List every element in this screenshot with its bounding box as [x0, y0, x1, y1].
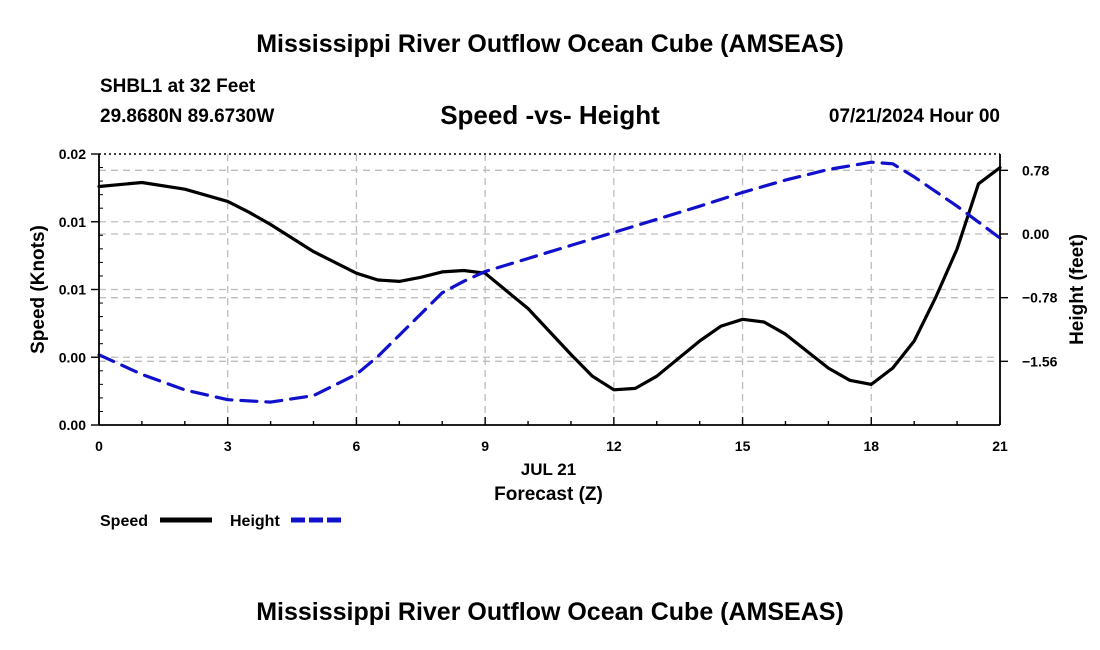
series-line-height — [97, 160, 1002, 404]
y2-tick-label: 0.78 — [1022, 162, 1049, 178]
axes-layer — [91, 153, 1008, 426]
y2-tick-label: −0.78 — [1022, 290, 1058, 306]
station-coordinates: 29.8680N 89.6730W — [100, 106, 275, 127]
x-axis-title: Forecast (Z) — [494, 484, 603, 505]
y2-tick-label: −1.56 — [1022, 353, 1058, 369]
y-tick-label: 0.01 — [59, 214, 86, 230]
legend-label-speed: Speed — [100, 513, 148, 530]
legend-label-height: Height — [230, 513, 280, 530]
y-tick-label: 0.00 — [59, 417, 86, 433]
x-tick-label: 9 — [481, 438, 489, 454]
y-tick-label: 0.00 — [59, 349, 86, 365]
x-tick-label: 18 — [863, 438, 879, 454]
x-tick-label: 21 — [992, 438, 1008, 454]
labels-layer: 0 3 6 9 12 15 18 21 0.00 0.00 0.01 0.01 0.02 −1.56 −0.… — [28, 146, 1088, 530]
forecast-datetime: 07/21/2024 Hour 00 — [828, 106, 1000, 127]
x-tick-label: 6 — [353, 438, 361, 454]
grid-layer — [99, 154, 1000, 425]
x-tick-label: 3 — [224, 438, 232, 454]
x-tick-label: 0 — [95, 438, 103, 454]
y-axis-title: Speed (Knots) — [28, 225, 49, 354]
series-layer — [97, 160, 1002, 404]
x-tick-label: 12 — [606, 438, 622, 454]
y2-tick-label: 0.00 — [1022, 226, 1049, 242]
chart-title: Speed -vs- Height — [440, 100, 660, 130]
page-title: Mississippi River Outflow Ocean Cube (AM… — [256, 30, 844, 58]
y2-axis-title: Height (feet) — [1067, 234, 1088, 345]
x-date-label: JUL 21 — [521, 460, 576, 479]
x-tick-label: 15 — [735, 438, 751, 454]
y-tick-label: 0.02 — [59, 146, 86, 162]
footer-title: Mississippi River Outflow Ocean Cube (AM… — [256, 598, 844, 626]
y-tick-label: 0.01 — [59, 282, 86, 298]
series-line-speed — [97, 166, 1002, 392]
station-label: SHBL1 at 32 Feet — [100, 76, 256, 97]
